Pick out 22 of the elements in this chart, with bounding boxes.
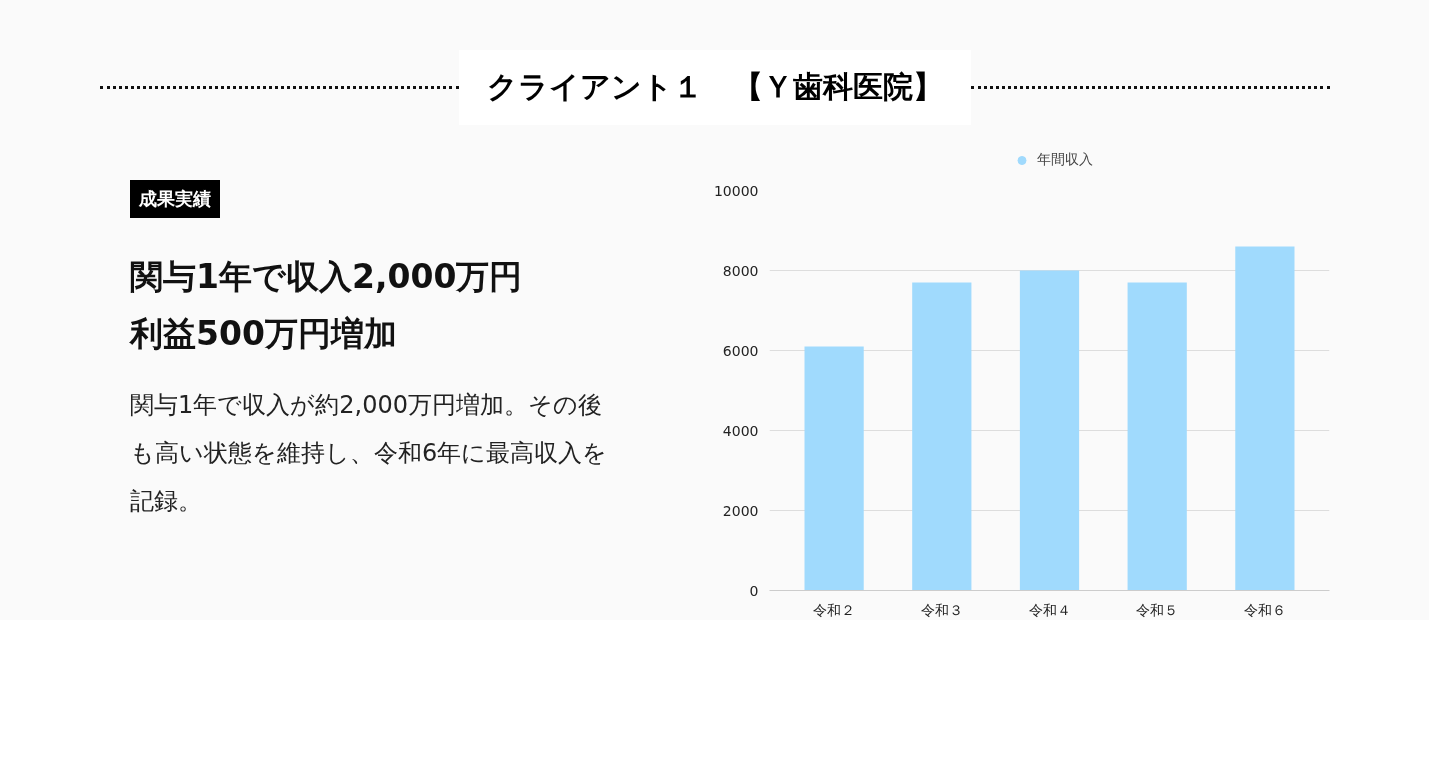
text: 成果実績 [130,180,220,218]
chart-title: クライアント１ 【Ｙ歯科医院】 [459,50,971,125]
x-tick-label: 令和５ [1136,601,1179,618]
x-tick-label: 令和３ [920,601,963,618]
bar [912,282,972,591]
x-tick-label: 令和４ [1028,601,1071,618]
bar [804,346,864,591]
y-tick-label: 8000 [722,262,759,279]
bar [1019,270,1080,591]
text: 利益500万円増加 [130,313,398,356]
legend-label: 年間収入 [1036,151,1093,169]
x-tick-label: 令和２ [813,601,856,618]
text: 関与1年で収入2,000万円 [130,255,524,298]
y-tick-label: 6000 [722,342,759,359]
y-tick-label: 2000 [722,502,759,519]
y-tick-label: 4000 [722,422,759,439]
x-tick-label: 令和６ [1243,601,1286,618]
y-tick-label: 10000 [713,182,759,199]
bar [1127,282,1187,591]
bar [1235,246,1295,591]
y-tick-label: 0 [749,582,759,599]
text: 関与1年で収入が約2,000万円増加。その後も高い状態を維持し、令和6年に最高収入を記録。 [130,390,609,518]
